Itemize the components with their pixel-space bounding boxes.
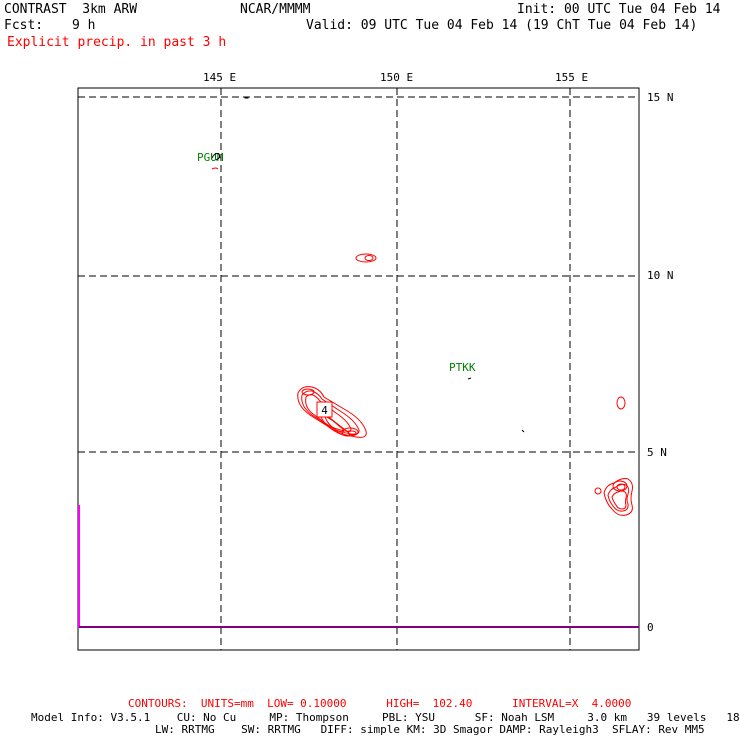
lat-lon-grid xyxy=(78,88,639,650)
lat-label-15n: 15 N xyxy=(647,91,674,104)
model-info: Model Info: V3.5.1 CU: No Cu MP: Thompso… xyxy=(31,711,740,724)
physics-info: LW: RRTMG SW: RRTMG DIFF: simple KM: 3D … xyxy=(155,723,705,736)
contour-band-5 xyxy=(324,415,344,433)
lat-label-5n: 5 N xyxy=(647,446,667,459)
coastlines xyxy=(211,96,525,433)
station-label-ptkk: PTKK xyxy=(449,361,476,374)
lon-label-150: 150 E xyxy=(380,71,414,84)
contour-cluster-5 xyxy=(616,483,626,491)
precip-contours xyxy=(211,167,633,516)
contour-band-2 xyxy=(301,390,360,435)
contour-label-box: 4 xyxy=(316,401,333,418)
contour-cluster-4 xyxy=(612,480,628,492)
terrain-contour xyxy=(78,505,639,628)
contour-band-1 xyxy=(297,386,367,438)
valid-time: Valid: 09 UTC Tue 04 Feb 14 (19 ChT Tue … xyxy=(306,18,698,33)
contour-cluster-6 xyxy=(594,487,602,495)
contour-10n-outer xyxy=(355,253,377,263)
contour-info: CONTOURS: UNITS=mm LOW= 0.10000 HIGH= 10… xyxy=(128,697,632,710)
forecast-hour: 9 h xyxy=(72,18,96,33)
forecast-label: Fcst: xyxy=(4,18,44,33)
island-ptkk xyxy=(467,377,472,380)
contour-band-8 xyxy=(301,388,315,396)
contour-10n-inner xyxy=(364,255,374,261)
contour-guam xyxy=(211,167,219,170)
field-title: Explicit precip. in past 3 h xyxy=(7,35,227,50)
contour-band-6 xyxy=(341,427,359,437)
lon-label-145: 145 E xyxy=(203,71,237,84)
init-time: Init: 00 UTC Tue 04 Feb 14 xyxy=(517,2,721,17)
contour-east-6n xyxy=(616,396,626,410)
center-title: NCAR/MMMM xyxy=(240,2,311,17)
island-top xyxy=(244,96,249,99)
map-frame xyxy=(77,87,640,651)
island-east xyxy=(521,429,525,433)
contour-band-7 xyxy=(347,430,357,436)
contour-cluster-3 xyxy=(611,490,627,510)
lat-label-10n: 10 N xyxy=(647,269,674,282)
lon-label-155: 155 E xyxy=(555,71,589,84)
island-guam xyxy=(211,153,221,161)
model-title: CONTRAST 3km ARW xyxy=(4,2,138,17)
station-label-pgum: PGUM xyxy=(197,151,224,164)
contour-label-value: 4 xyxy=(321,404,328,417)
lat-label-0: 0 xyxy=(647,621,654,634)
contour-band-3 xyxy=(305,394,352,432)
